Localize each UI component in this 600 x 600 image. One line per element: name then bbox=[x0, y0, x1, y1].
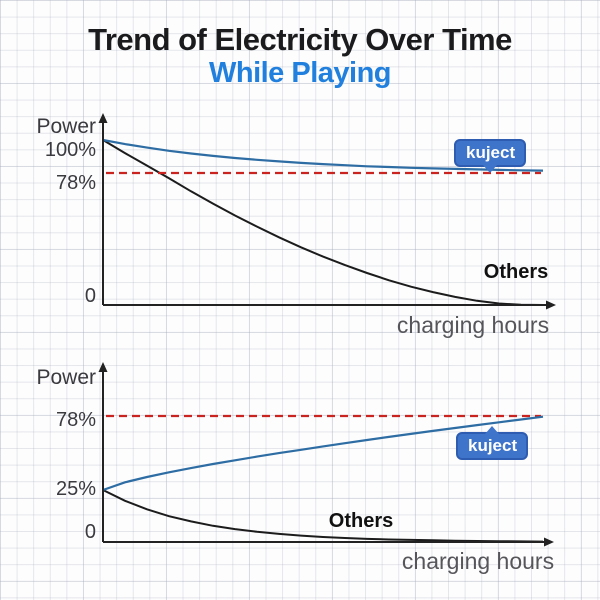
chart1-kuject-line bbox=[102, 138, 544, 172]
chart1-x-axis-label: charging hours bbox=[396, 312, 550, 338]
chart2-kuject-badge: kuject bbox=[456, 426, 528, 460]
chart1-others-series-label: Others bbox=[483, 261, 549, 283]
chart2-tick-0: 0 bbox=[84, 521, 96, 543]
page-title: Trend of Electricity Over Time bbox=[88, 22, 512, 57]
chart2-x-axis-label: charging hours bbox=[401, 548, 555, 574]
chart2-kuject-line bbox=[102, 415, 544, 492]
page-subtitle: While Playing bbox=[208, 57, 392, 89]
chart1-others-line bbox=[102, 139, 544, 306]
chart2-tick-25: 25% bbox=[55, 478, 96, 500]
chart2-x-axis-arrow bbox=[544, 537, 554, 547]
chart2-y-axis-label: Power bbox=[36, 366, 96, 389]
chart2-tick-78: 78% bbox=[55, 409, 96, 431]
chart1-tick-0: 0 bbox=[84, 285, 96, 307]
chart2-y-axis-arrow bbox=[98, 362, 108, 372]
chart1-x-axis-arrow bbox=[546, 300, 556, 310]
chart1-y-axis-arrow bbox=[98, 113, 108, 123]
chart1-kuject-badge: kuject bbox=[454, 139, 526, 173]
chart1-tick-78: 78% bbox=[55, 172, 96, 194]
chart1-tick-100: 100% bbox=[44, 139, 96, 161]
chart1-y-axis-label: Power bbox=[36, 115, 96, 138]
chart2-others-series-label: Others bbox=[328, 510, 394, 532]
chart2-others-line bbox=[102, 489, 544, 543]
